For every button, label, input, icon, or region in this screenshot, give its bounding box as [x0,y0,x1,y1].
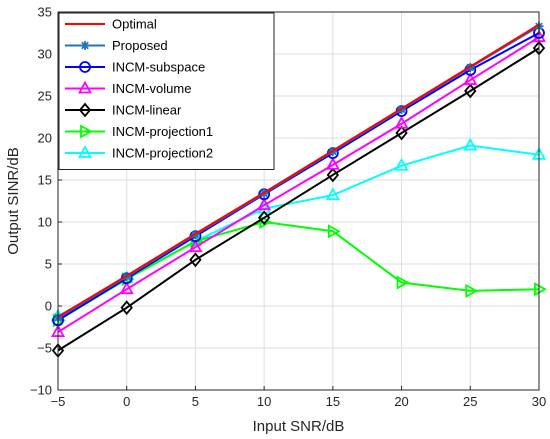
data-point [327,224,341,239]
data-point [463,72,478,85]
legend-marker [77,145,93,158]
legend-label: INCM-linear [112,103,182,118]
legend-item: INCM-linear [65,103,182,118]
x-axis-ticks: −5 0 5 10 15 20 25 30 [51,386,546,409]
legend-label: Proposed [112,38,168,53]
legend-marker [78,102,92,118]
x-tick-label: 5 [192,394,199,409]
legend-label: INCM-volume [112,81,191,96]
legend-item: INCM-projection2 [65,145,213,161]
data-point [464,83,477,99]
y-tick-label: 10 [38,215,52,230]
y-axis-ticks: −10 −5 0 5 10 15 20 25 30 35 [30,5,62,398]
legend-item: INCM-subspace [65,60,205,75]
y-tick-label: 20 [38,131,52,146]
plot-frame [57,11,540,391]
legend: Optimal Proposed INCM-subspace INCM-volume I… [58,12,275,170]
legend-marker [80,124,93,139]
legend-item: Proposed [65,38,168,53]
y-tick-label: 30 [38,47,52,62]
legend-label: Optimal [112,17,157,32]
data-point [120,300,133,316]
data-point [394,157,409,171]
x-tick-label: 0 [123,394,130,409]
data-point [257,210,271,226]
data-point [325,157,340,170]
data-point [394,115,409,129]
y-tick-label: 15 [38,173,52,188]
x-tick-label: 15 [326,394,340,409]
x-tick-label: −5 [51,394,66,409]
series-layer [50,21,547,358]
x-tick-label: 30 [532,394,546,409]
series-line [57,32,540,322]
legend-marker [77,80,93,94]
x-tick-label: 20 [394,394,408,409]
data-point [534,282,547,297]
x-tick-label: 25 [463,394,477,409]
data-point [396,275,410,290]
data-point [189,252,202,268]
y-tick-label: −10 [30,383,52,398]
data-point [119,281,134,295]
data-point [259,214,273,230]
data-point [257,197,272,211]
series-line [57,220,540,322]
legend-label: INCM-projection2 [112,146,213,161]
data-point [465,283,479,298]
series-line [57,47,540,352]
x-tick-label: 10 [257,394,271,409]
data-point [188,239,203,253]
legend-label: INCM-projection1 [112,124,213,139]
data-point [326,167,340,183]
y-tick-label: 35 [38,5,52,20]
data-point [463,137,478,151]
y-tick-label: 25 [38,89,52,104]
x-axis-label: Input SNR/dB [253,418,345,435]
legend-label: INCM-subspace [112,60,205,75]
legend-item: INCM-volume [65,80,191,96]
y-tick-label: 5 [45,257,52,272]
legend-item: INCM-projection1 [65,124,213,139]
y-tick-label: 0 [45,299,52,314]
series-line [57,23,540,318]
legend-box [58,12,275,170]
y-tick-label: −5 [37,341,52,356]
legend-marker [80,41,90,50]
y-axis-label: Output SINR/dB [5,147,22,255]
series-optimal [57,23,540,318]
legend-item: Optimal [65,17,157,32]
series-line [57,36,540,333]
legend-marker [79,61,91,73]
data-point [395,125,408,141]
data-point [325,187,340,201]
